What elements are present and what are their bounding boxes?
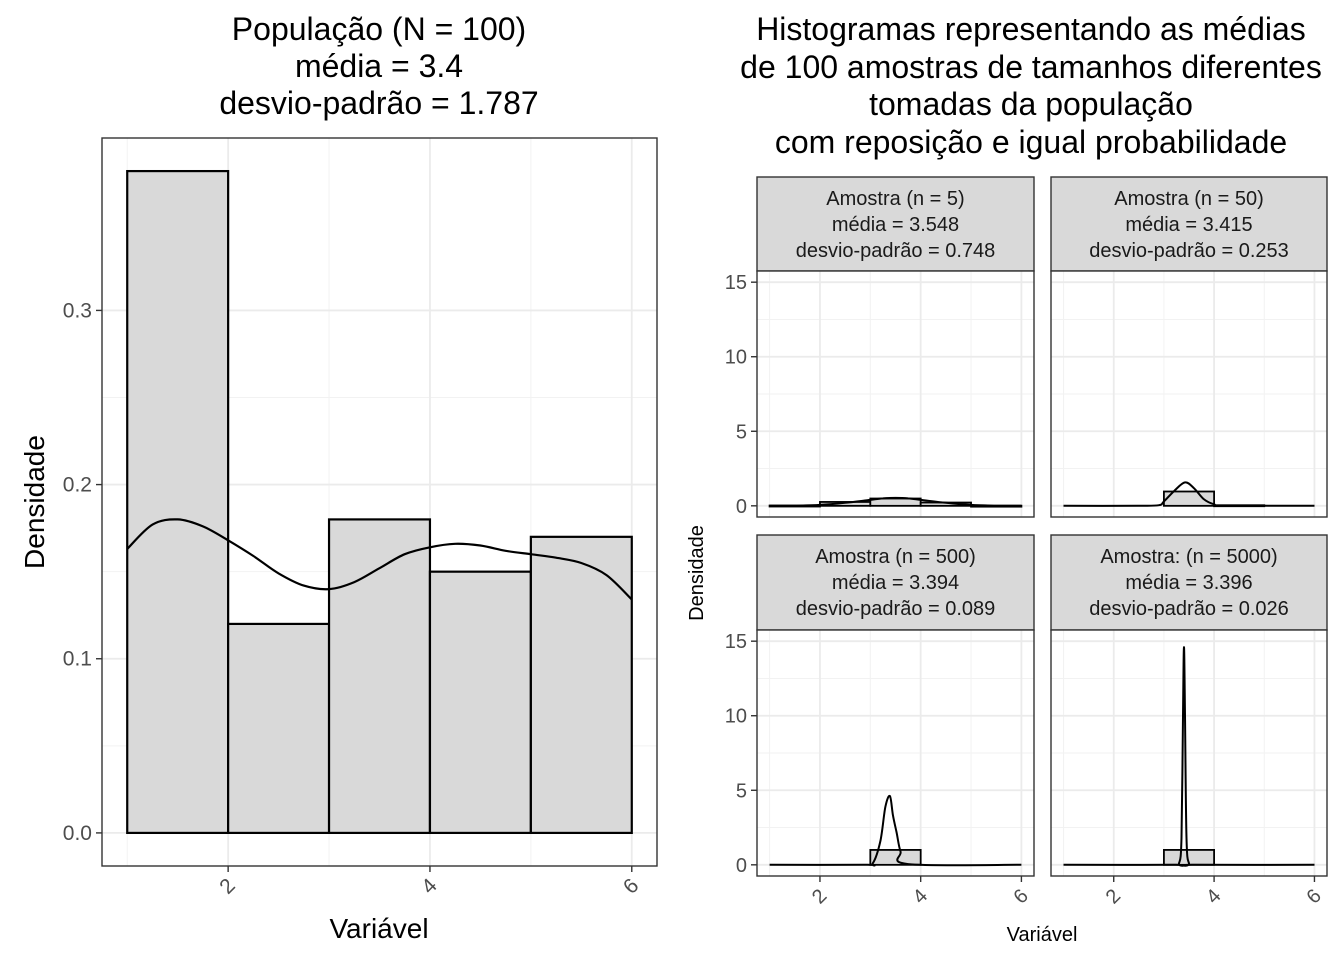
facet-strip-line: Amostra (n = 500)	[815, 546, 976, 568]
facet-panel: Amostra (n = 50) média = 3.415 desvio-padr…	[1050, 176, 1328, 518]
facet-strip-line: média = 3.415	[1125, 214, 1252, 236]
x-tick-label: 6	[1009, 885, 1032, 908]
right-y-axis-label: Densidade	[686, 525, 708, 621]
facet-strip-line: média = 3.394	[832, 572, 959, 594]
x-tick-label: 6	[619, 874, 644, 899]
facet-panel: Amostra (n = 500) média = 3.394 desvio-pad…	[725, 534, 1035, 908]
density-curve	[1063, 481, 1315, 507]
facet-strip-line: desvio-padrão = 0.253	[1089, 240, 1289, 262]
facet-panel: Amostra: (n = 5000) média = 3.396 desvio-p…	[1050, 534, 1328, 908]
panel-border	[1050, 270, 1328, 518]
facet-strip-line: desvio-padrão = 0.089	[796, 598, 996, 620]
facet-strip-line: média = 3.548	[832, 214, 959, 236]
facet-grid: Amostra (n = 5) média = 3.548 desvio-padrã…	[725, 176, 1328, 908]
density-curve	[769, 496, 1022, 507]
left-x-axis-label: Variável	[329, 913, 428, 944]
left-chart-title: População (N = 100) média = 3.4 desvio-p…	[219, 11, 538, 121]
y-tick-label: 0	[736, 855, 747, 877]
facet-strip	[1050, 176, 1328, 272]
facet-strip-line: Amostra (n = 50)	[1114, 188, 1264, 210]
x-tick-label: 6	[1303, 885, 1326, 908]
x-tick-label: 4	[417, 874, 442, 899]
y-tick-label: 5	[736, 421, 747, 443]
histogram-bar	[1163, 490, 1215, 507]
facet-strip-line: desvio-padrão = 0.748	[796, 240, 996, 262]
density-curve	[1063, 646, 1315, 867]
histogram-bar	[428, 570, 532, 835]
facet-strip-line: desvio-padrão = 0.026	[1089, 598, 1289, 620]
y-tick-label: 10	[725, 706, 747, 728]
y-tick-label: 15	[725, 631, 747, 653]
right-chart-title: Histogramas representando as médias de 1…	[740, 11, 1322, 160]
facet-strip	[756, 176, 1035, 272]
histogram-bar	[869, 849, 922, 866]
y-tick-label: 0.2	[63, 474, 92, 497]
y-tick-label: 0.3	[63, 299, 92, 322]
facet-strip	[1050, 534, 1328, 631]
panel-border	[101, 137, 658, 867]
right-title-line-1: Histogramas representando as médias	[756, 11, 1306, 47]
right-title-line-4: com reposição e igual probabilidade	[775, 124, 1287, 160]
y-tick-label: 15	[725, 272, 747, 294]
facet-panel: Amostra (n = 5) média = 3.548 desvio-padrã…	[725, 176, 1035, 518]
left-title-line-3: desvio-padrão = 1.787	[219, 85, 538, 121]
panel-border	[756, 270, 1035, 518]
histogram-bar	[327, 518, 432, 835]
histogram-bar	[529, 535, 633, 835]
x-tick-label: 2	[1102, 885, 1125, 908]
right-x-axis-label: Variável	[1007, 924, 1078, 946]
x-tick-label: 2	[215, 874, 240, 899]
right-title-line-2: de 100 amostras de tamanhos diferentes	[740, 49, 1322, 85]
y-tick-label: 0	[736, 496, 747, 518]
y-tick-label: 0.1	[63, 648, 92, 671]
panel-border	[756, 629, 1035, 877]
facet-strip-line: média = 3.396	[1125, 572, 1252, 594]
density-curve	[126, 518, 633, 601]
histogram-bar	[227, 622, 331, 835]
left-title-line-2: média = 3.4	[295, 48, 463, 84]
x-tick-label: 2	[808, 885, 831, 908]
left-histogram-panel: 2 4 6 0.0 0.1 0.2 0.3	[63, 137, 658, 899]
y-tick-label: 10	[725, 347, 747, 369]
facet-strip-line: Amostra: (n = 5000)	[1100, 546, 1277, 568]
y-tick-label: 0.0	[63, 822, 92, 845]
facet-strip	[756, 534, 1035, 631]
y-tick-label: 5	[736, 780, 747, 802]
facet-strip-line: Amostra (n = 5)	[826, 188, 964, 210]
left-title-line-1: População (N = 100)	[232, 11, 526, 47]
x-tick-label: 4	[1202, 885, 1225, 908]
density-curve	[769, 794, 1022, 867]
histogram-bar	[126, 169, 230, 835]
right-title-line-3: tomadas da população	[869, 86, 1193, 122]
left-y-axis-label: Densidade	[19, 435, 50, 569]
panel-border	[1050, 629, 1328, 877]
x-tick-label: 4	[909, 885, 932, 908]
